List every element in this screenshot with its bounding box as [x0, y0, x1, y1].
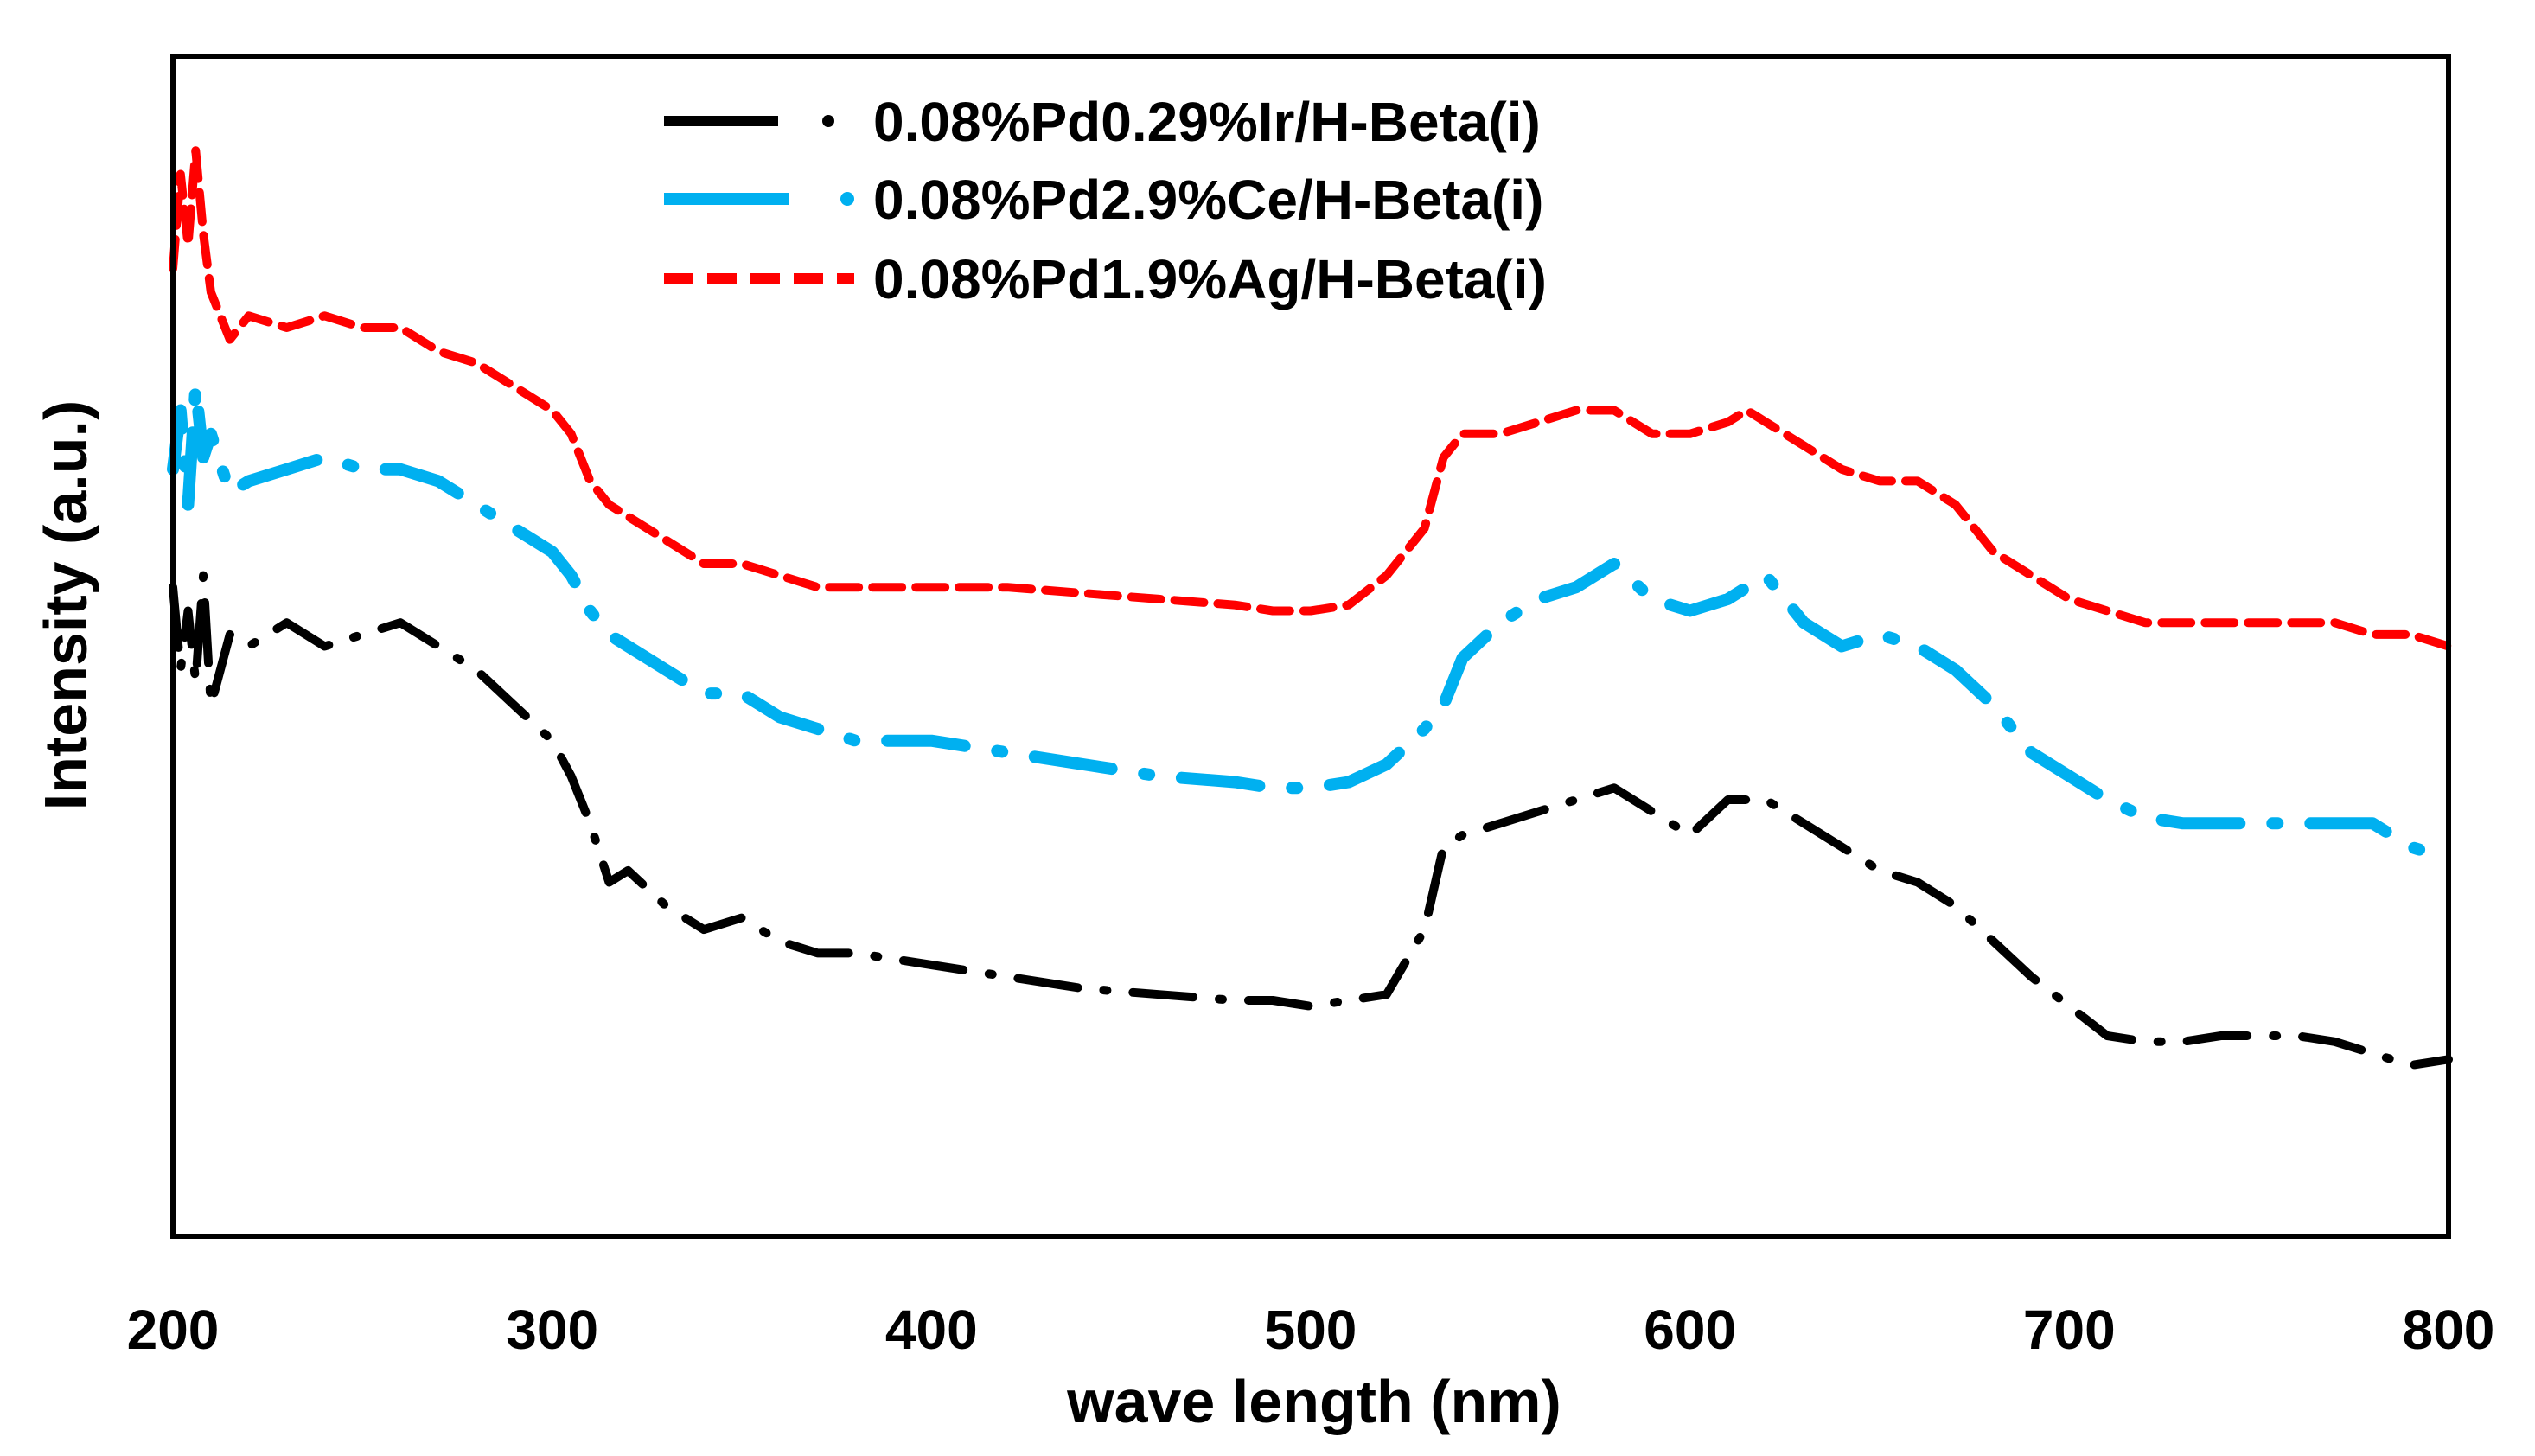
- legend-swatch-ce-dot: [840, 192, 854, 206]
- legend-label-ir: 0.08%Pd0.29%Ir/H-Beta(i): [873, 91, 1541, 153]
- x-axis-label: wave length (nm): [1066, 1368, 1561, 1435]
- x-axis-ticks: 200 300 400 500 600 700 800: [127, 1299, 2495, 1361]
- legend-item-ir: 0.08%Pd0.29%Ir/H-Beta(i): [664, 91, 1541, 153]
- x-tick-label-4: 600: [1644, 1299, 1736, 1361]
- plot-frame: [170, 54, 2451, 1239]
- x-tick-label-5: 700: [2023, 1299, 2116, 1361]
- x-tick-label-1: 300: [506, 1299, 598, 1361]
- legend-swatch-ir-dot: [822, 115, 834, 127]
- legend-label-ce: 0.08%Pd2.9%Ce/H-Beta(i): [873, 169, 1543, 231]
- series-line-0: [169, 571, 2453, 1070]
- series-line-1: [167, 380, 2455, 865]
- series-line-2: [169, 146, 2453, 651]
- legend-item-ag: 0.08%Pd1.9%Ag/H-Beta(i): [664, 248, 1547, 310]
- series-layer: [167, 146, 2455, 1070]
- legend-label-ag: 0.08%Pd1.9%Ag/H-Beta(i): [873, 248, 1547, 310]
- x-tick-label-3: 500: [1265, 1299, 1357, 1361]
- x-tick-label-2: 400: [885, 1299, 978, 1361]
- y-axis-label: Intensity (a.u.): [32, 400, 99, 810]
- x-tick-label-0: 200: [127, 1299, 220, 1361]
- legend: 0.08%Pd0.29%Ir/H-Beta(i) 0.08%Pd2.9%Ce/H…: [664, 91, 1547, 310]
- x-tick-label-6: 800: [2403, 1299, 2495, 1361]
- legend-item-ce: 0.08%Pd2.9%Ce/H-Beta(i): [664, 169, 1543, 231]
